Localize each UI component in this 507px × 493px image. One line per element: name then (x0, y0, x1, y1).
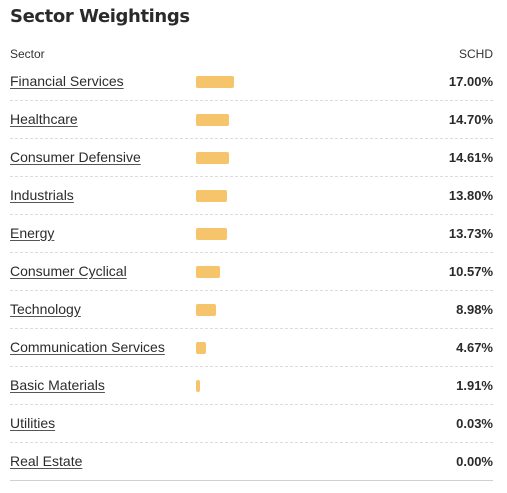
sector-list: Financial Services 17.00% Healthcare 14.70%… (10, 63, 493, 481)
sector-link[interactable]: Basic Materials (10, 377, 105, 393)
weight-value: 13.73% (448, 226, 493, 241)
weight-bar-track (196, 342, 296, 355)
sector-link[interactable]: Consumer Defensive (10, 149, 141, 165)
weight-bar-track (196, 380, 296, 393)
ticker-column-header: SCHD (458, 47, 493, 61)
weight-value: 0.00% (456, 454, 493, 469)
table-row: Consumer Cyclical 10.57% (10, 253, 493, 291)
sector-link[interactable]: Energy (10, 225, 55, 241)
sector-link[interactable]: Consumer Cyclical (10, 263, 127, 279)
weight-bar (196, 76, 234, 88)
table-row: Financial Services 17.00% (10, 63, 493, 101)
weight-bar (196, 190, 227, 202)
sector-link[interactable]: Healthcare (10, 111, 78, 127)
weight-bar (196, 152, 229, 164)
weight-bar-track (196, 76, 296, 89)
weight-value: 14.61% (448, 150, 493, 165)
table-row: Energy 13.73% (10, 215, 493, 253)
table-row: Communication Services 4.67% (10, 329, 493, 367)
weight-bar (196, 266, 220, 278)
sector-link[interactable]: Real Estate (10, 453, 83, 469)
weight-bar (196, 114, 229, 126)
weight-bar-track (196, 228, 296, 241)
weight-value: 13.80% (448, 188, 493, 203)
weight-value: 4.67% (456, 340, 493, 355)
panel-title: Sector Weightings (10, 6, 190, 27)
weight-bar-track (196, 190, 296, 203)
weight-bar (196, 342, 207, 354)
weight-bar (196, 228, 227, 240)
sector-link[interactable]: Industrials (10, 187, 74, 203)
weight-bar-track (196, 266, 296, 279)
table-row: Utilities 0.03% (10, 405, 493, 443)
weight-bar-track (196, 456, 296, 469)
weight-bar-track (196, 418, 296, 431)
table-row: Healthcare 14.70% (10, 101, 493, 139)
sector-link[interactable]: Communication Services (10, 339, 165, 355)
weight-value: 17.00% (448, 74, 493, 89)
table-row: Industrials 13.80% (10, 177, 493, 215)
weight-bar (196, 304, 217, 316)
table-row: Consumer Defensive 14.61% (10, 139, 493, 177)
table-row: Basic Materials 1.91% (10, 367, 493, 405)
table-header: Sector SCHD (10, 47, 493, 63)
weight-bar-track (196, 152, 296, 165)
sector-link[interactable]: Technology (10, 301, 81, 317)
weight-value: 10.57% (448, 264, 493, 279)
weight-value: 8.98% (456, 302, 493, 317)
weight-bar (196, 380, 201, 392)
weight-value: 14.70% (448, 112, 493, 127)
weight-value: 0.03% (456, 416, 493, 431)
weight-value: 1.91% (456, 378, 493, 393)
sector-column-header: Sector (10, 47, 45, 61)
sector-link[interactable]: Financial Services (10, 73, 124, 89)
weight-bar-track (196, 114, 296, 127)
weight-bar-track (196, 304, 296, 317)
table-row: Real Estate 0.00% (10, 443, 493, 481)
sector-link[interactable]: Utilities (10, 415, 56, 431)
table-row: Technology 8.98% (10, 291, 493, 329)
